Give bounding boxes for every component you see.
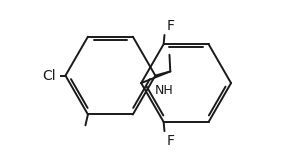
Text: Cl: Cl [42,69,56,83]
Text: F: F [166,134,174,148]
Text: F: F [166,19,174,33]
Text: NH: NH [154,84,173,97]
